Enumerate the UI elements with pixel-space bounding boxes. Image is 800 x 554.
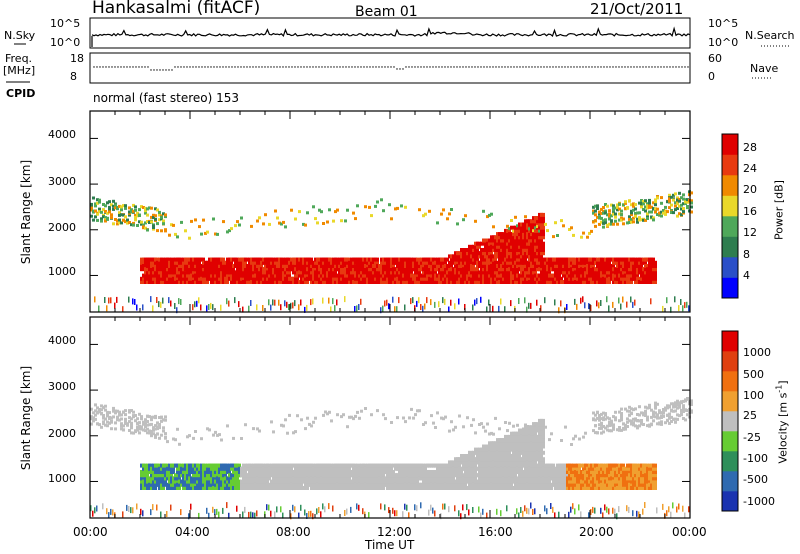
xtick-0400: 04:00 [175,525,210,539]
nave-tick-bottom: 0 [708,70,715,83]
velocity-colorbar-segment [722,471,738,492]
velocity-ytick-1000: 1000 [48,472,76,485]
velocity-colorbar-segment [722,431,738,452]
power-colorbar-segment [722,216,738,237]
power-heatmap [90,190,693,314]
freq-unit: [MHz] [3,64,36,77]
xtick-2400: 00:00 [672,525,707,539]
velocity-colorbar-segment [722,391,738,412]
velocity-colorbar-segment [722,371,738,392]
vel-cbar-tick-1000: 1000 [743,346,771,359]
vel-cbar-tick-100: 100 [743,389,764,402]
date-label: 21/Oct/2011 [590,0,684,18]
power-ytick-1000: 1000 [48,265,76,278]
power-colorbar-segment [722,195,738,217]
power-colorbar-segment [722,257,738,278]
power-ytick-3000: 3000 [48,175,76,188]
power-cbar-tick-16: 16 [743,205,757,218]
velocity-colorbar-segment [722,451,738,472]
power-colorbar-segment [722,236,738,258]
power-colorbar-segment [722,277,738,299]
power-colorbar-segment [722,134,738,155]
cpid-label: CPID [6,87,36,100]
xtick-1600: 16:00 [478,525,513,539]
velocity-colorbar-segment [722,331,738,352]
velocity-ytick-4000: 4000 [48,334,76,347]
xtick-2000: 20:00 [579,525,614,539]
velocity-ytick-2000: 2000 [48,427,76,440]
freq-tick-bottom: 8 [70,70,77,83]
xtick-0000: 00:00 [73,525,108,539]
nave-label: Nave [750,62,779,75]
nsearch-label: N.Search [745,29,795,42]
nsky-trace [91,26,691,38]
velocity-heatmap [90,397,693,520]
power-cbar-tick-8: 8 [743,248,750,261]
freq-panel-frame [89,52,691,84]
freq-label: Freq. [5,52,33,65]
velocity-colorbar-frame [721,330,739,512]
velocity-colorbar-segment [722,411,738,432]
power-cbar-tick-28: 28 [743,141,757,154]
power-cbar-tick-12: 12 [743,226,757,239]
nave-tick-top: 60 [708,52,722,65]
velocity-colorbar-segment [722,351,738,372]
vel-cbar-tick-m1000: -1000 [743,495,775,508]
power-colorbar-frame [721,133,739,299]
vel-cbar-tick-500: 500 [743,368,764,381]
nsky-tick-bottom: 10^0 [50,36,81,49]
vel-cbar-tick-m25: -25 [743,431,761,444]
xtick-1200: 12:00 [377,525,412,539]
vel-cbar-tick-m100: -100 [743,452,768,465]
beam-label: Beam 01 [355,4,418,20]
xtick-0800: 08:00 [276,525,311,539]
power-cbar-tick-20: 20 [743,183,757,196]
velocity-colorbar-segment [722,491,738,512]
freq-tick-top: 18 [70,52,84,65]
vel-cbar-tick-m500: -500 [743,473,768,486]
vel-cbar-tick-25: 25 [743,409,757,422]
power-colorbar-segment [722,154,738,176]
nsearch-tick-bottom: 10^0 [708,36,739,49]
cpid-text: normal (fast stereo) 153 [93,91,240,105]
power-cbar-tick-4: 4 [743,269,750,282]
station-title: Hankasalmi (fitACF) [92,0,261,18]
nsky-tick-top: 10^5 [50,17,81,30]
freq-trace [93,66,689,71]
power-colorbar-segment [722,175,738,196]
velocity-ytick-3000: 3000 [48,380,76,393]
nsky-label: N.Sky [4,29,36,42]
xaxis-label: Time UT [365,538,415,552]
power-ytick-2000: 2000 [48,221,76,234]
power-ytick-4000: 4000 [48,128,76,141]
nsearch-tick-top: 10^5 [708,17,739,30]
power-cbar-tick-24: 24 [743,162,757,175]
